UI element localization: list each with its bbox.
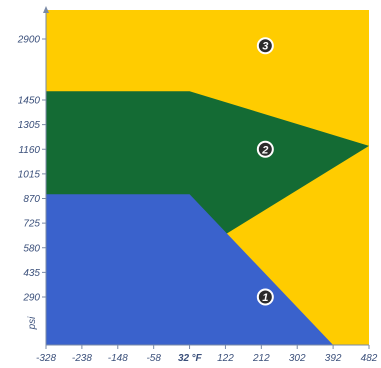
axes-layer: 290 435 580 725 870 1015 1160 1305 1450 2900 psi -3…: [17, 6, 378, 364]
y-tick-label: 1015: [18, 169, 41, 180]
x-tick-label: -328: [36, 353, 56, 364]
y-tick-label: 1305: [18, 120, 41, 131]
y-tick-label: 2900: [17, 35, 41, 46]
zones-layer: [46, 10, 369, 345]
zone-badges-layer: 1 2 3: [256, 37, 274, 306]
x-tick-label: 32: [178, 353, 190, 364]
x-tick-label: 212: [252, 353, 270, 364]
y-axis-arrow-icon: [43, 6, 49, 13]
zone-1-area: [46, 194, 369, 345]
zone-badge-number: 3: [262, 41, 268, 53]
zone-badge-circle: [256, 37, 274, 55]
y-tick-label: 435: [23, 268, 40, 279]
zone-badge-number: 2: [261, 144, 268, 156]
x-tick-label: 122: [217, 353, 234, 364]
x-tick-label: -238: [72, 353, 92, 364]
x-axis-unit-label: °F: [192, 353, 203, 364]
y-tick-label: 1160: [18, 145, 40, 156]
y-axis-unit-label: psi: [27, 316, 38, 331]
y-tick-label: 290: [22, 293, 40, 304]
x-tick-label: 482: [361, 353, 378, 364]
y-tick-label: 580: [23, 243, 40, 254]
zone-badge-circle: [256, 140, 274, 158]
y-tick-label: 870: [23, 194, 40, 205]
x-tick-label: 302: [289, 353, 306, 364]
zone-1-badge: 1: [256, 288, 274, 306]
x-tick-label: -58: [146, 353, 161, 364]
y-tick-label: 1450: [18, 96, 41, 107]
x-tick-label: -148: [108, 353, 128, 364]
x-tick-label: 392: [325, 353, 342, 364]
zone-2-badge: 2: [256, 140, 274, 158]
zone-3-badge: 3: [256, 37, 274, 55]
y-tick-label: 725: [23, 219, 40, 230]
zone-badge-number: 1: [262, 292, 268, 304]
zone-badge-circle: [256, 288, 274, 306]
